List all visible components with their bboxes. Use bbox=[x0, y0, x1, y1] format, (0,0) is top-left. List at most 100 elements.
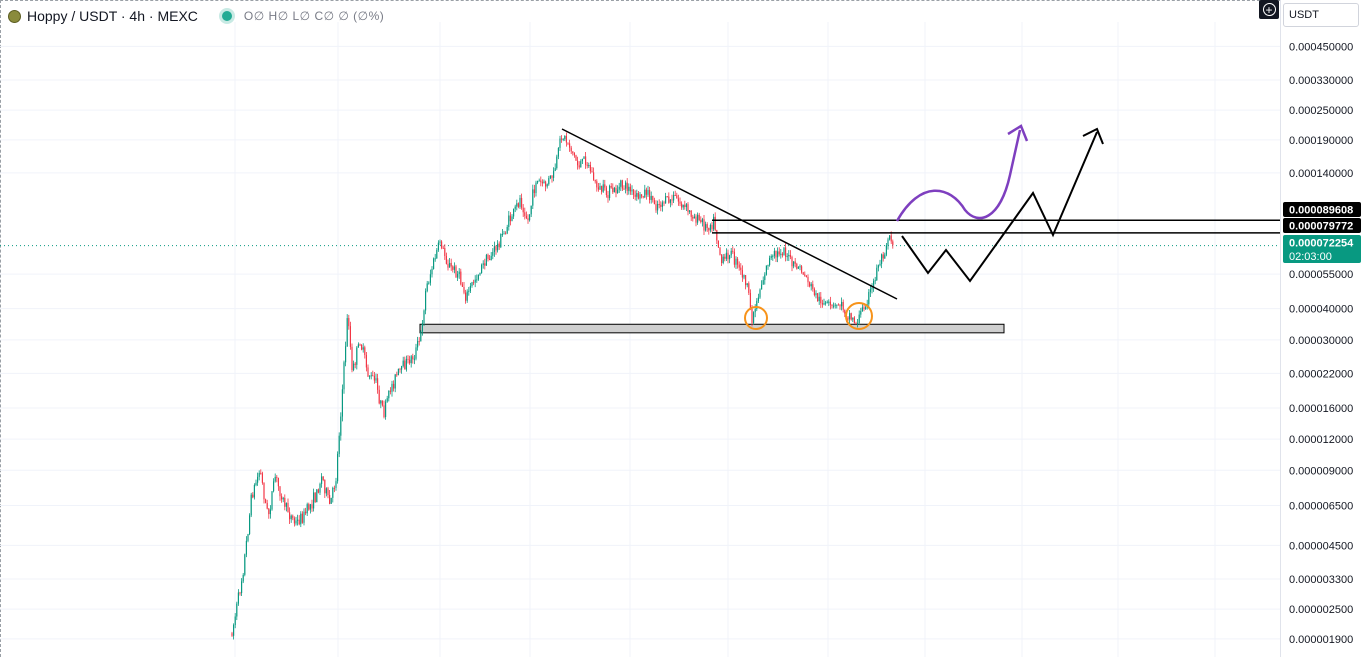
candle-body bbox=[289, 512, 291, 520]
candle-body bbox=[609, 185, 611, 199]
candle-body bbox=[351, 346, 353, 371]
candle-body bbox=[658, 204, 660, 206]
candle-body bbox=[505, 233, 507, 235]
candle-body bbox=[297, 519, 299, 521]
candle-body bbox=[599, 186, 601, 190]
candle-body bbox=[639, 194, 641, 199]
candle-body bbox=[716, 230, 718, 241]
candle-body bbox=[613, 188, 615, 193]
candle-body bbox=[732, 250, 734, 252]
candle-body bbox=[417, 341, 419, 348]
candle-body bbox=[396, 374, 398, 376]
candle-body bbox=[511, 216, 513, 222]
candle-body bbox=[703, 219, 705, 231]
candle-body bbox=[314, 492, 316, 503]
candle-body bbox=[545, 181, 547, 187]
candle-body bbox=[761, 284, 763, 290]
candle-body bbox=[721, 254, 723, 263]
candle-body bbox=[773, 250, 775, 256]
candle-body bbox=[797, 266, 799, 269]
price-label-lower-text: 0.000079772 bbox=[1289, 221, 1353, 233]
candle-body bbox=[684, 204, 686, 208]
candle-body bbox=[375, 378, 377, 381]
candle-body bbox=[365, 354, 367, 368]
candle-body bbox=[682, 204, 684, 208]
candle-body bbox=[420, 331, 422, 342]
candle-body bbox=[735, 258, 737, 265]
ohlc-values: O∅ H∅ L∅ C∅ ∅ (∅%) bbox=[243, 9, 385, 23]
candle-body bbox=[569, 143, 571, 148]
candle-body bbox=[242, 574, 244, 582]
candle-body bbox=[626, 182, 628, 191]
candle-body bbox=[575, 155, 577, 161]
candle-body bbox=[719, 247, 721, 255]
candle-body bbox=[708, 227, 710, 231]
projection-curve-purple bbox=[895, 129, 1022, 222]
candle-body bbox=[327, 488, 329, 496]
candle-body bbox=[743, 275, 745, 278]
candle-body bbox=[589, 164, 591, 172]
candle-body bbox=[455, 266, 457, 278]
candle-body bbox=[290, 515, 292, 520]
candle-body bbox=[437, 242, 439, 251]
candle-body bbox=[842, 301, 844, 310]
candle-body bbox=[415, 347, 417, 359]
candle-body bbox=[649, 189, 651, 200]
candle-body bbox=[260, 472, 262, 474]
candle-body bbox=[401, 365, 403, 370]
candle-body bbox=[889, 235, 891, 240]
symbol-title[interactable]: Hoppy / USDT · 4h · MEXC bbox=[27, 8, 198, 24]
candle-body bbox=[519, 197, 521, 207]
candle-body bbox=[540, 180, 542, 183]
candle-body bbox=[725, 252, 727, 259]
candle-body bbox=[367, 367, 369, 377]
symbol-legend[interactable]: Hoppy / USDT · 4h · MEXC O∅ H∅ L∅ C∅ ∅ (… bbox=[8, 6, 384, 26]
candle-body bbox=[668, 196, 670, 203]
candle-body bbox=[628, 186, 630, 191]
candle-body bbox=[657, 204, 659, 211]
candle-body bbox=[879, 263, 881, 266]
candle-body bbox=[775, 250, 777, 258]
candle-body bbox=[372, 375, 374, 377]
candle-body bbox=[436, 250, 438, 259]
candle-body bbox=[586, 164, 588, 166]
y-tick-label: 0.000006500 bbox=[1289, 501, 1353, 513]
candle-body bbox=[804, 274, 806, 276]
candle-body bbox=[849, 313, 851, 320]
candle-body bbox=[319, 483, 321, 493]
candle-body bbox=[543, 181, 545, 184]
currency-select[interactable]: USDT bbox=[1283, 3, 1359, 27]
candle-body bbox=[541, 182, 543, 184]
candle-body bbox=[730, 250, 732, 256]
y-tick-label: 0.000190000 bbox=[1289, 135, 1353, 147]
candle-body bbox=[858, 314, 860, 323]
candle-body bbox=[690, 210, 692, 217]
candle-body bbox=[853, 317, 855, 324]
candle-body bbox=[689, 210, 691, 212]
candle-body bbox=[258, 472, 260, 477]
candle-body bbox=[434, 258, 436, 260]
candle-body bbox=[746, 283, 748, 286]
frame-border-top bbox=[0, 0, 1280, 2]
candle-body bbox=[463, 286, 465, 293]
candle-body bbox=[652, 195, 654, 201]
candle-body bbox=[481, 264, 483, 274]
candle-body bbox=[885, 245, 887, 255]
candle-body bbox=[757, 297, 759, 301]
candle-body bbox=[441, 241, 443, 248]
candle-body bbox=[631, 189, 633, 192]
candle-body bbox=[585, 156, 587, 165]
candle-body bbox=[324, 480, 326, 494]
candle-body bbox=[610, 185, 612, 188]
candle-body bbox=[825, 302, 827, 304]
y-tick-label: 0.000040000 bbox=[1289, 304, 1353, 316]
candle-body bbox=[828, 301, 830, 303]
candle-body bbox=[674, 195, 676, 197]
candle-body bbox=[298, 519, 300, 525]
add-symbol-button[interactable]: + bbox=[1259, 0, 1279, 19]
candle-body bbox=[546, 184, 548, 187]
y-tick-label: 0.000002500 bbox=[1289, 604, 1353, 616]
candle-body bbox=[337, 453, 339, 482]
y-tick-label: 0.000012000 bbox=[1289, 434, 1353, 446]
